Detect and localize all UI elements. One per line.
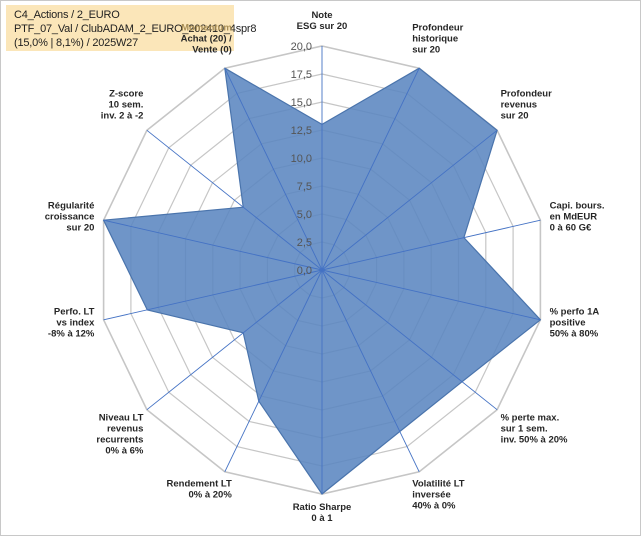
axis-label: Perfo. LT vs index -8% à 12%	[48, 307, 95, 340]
axis-label: Niveau LT revenus recurrents 0% à 6%	[96, 412, 144, 456]
axis-label: Z-score 10 sem. inv. 2 à -2	[101, 89, 144, 122]
axis-label: Rendement LT 0% à 20%	[167, 478, 233, 500]
axis-spoke	[224, 269, 323, 472]
axis-spoke	[321, 68, 420, 271]
tick-label: 17,5	[291, 69, 312, 81]
axis-spoke	[224, 68, 323, 271]
info-line-1: C4_Actions / 2_EURO	[14, 9, 120, 21]
axis-label: Régularité croissance sur 20	[45, 201, 95, 234]
axis-label: % perfo 1A positive 50% à 80%	[550, 307, 600, 340]
axis-spoke	[103, 219, 323, 271]
axis-spoke	[321, 219, 541, 271]
info-box: C4_Actions / 2_EURO PTF_07_Val / ClubADA…	[6, 5, 256, 51]
info-line-3: (15,0% | 8,1%) / 2025W27	[14, 37, 139, 49]
axis-spoke	[146, 129, 323, 271]
tick-label: 12,5	[291, 125, 312, 137]
axis-spoke	[146, 269, 323, 411]
axis-label: Capi. bours. en MdEUR 0 à 60 G€	[550, 201, 605, 234]
axis-label: Profondeur revenus sur 20	[501, 89, 552, 122]
axis-spoke	[321, 269, 541, 321]
axis-label: Ratio Sharpe 0 à 1	[293, 502, 352, 524]
axis-label: Momentum Achat (20) / Vente (0)	[181, 23, 233, 56]
axis-spoke	[321, 269, 420, 472]
axis-label: Volatilité LT inversée 40% à 0%	[412, 478, 465, 511]
axis-spoke	[321, 269, 498, 411]
tick-label: 15,0	[291, 97, 312, 109]
axis-label: Note ESG sur 20	[297, 10, 348, 32]
axis-spoke	[321, 129, 498, 271]
tick-label: 20,0	[291, 41, 312, 53]
axis-spoke	[103, 269, 323, 321]
tick-label: 5,0	[297, 209, 312, 221]
info-line-2: PTF_07_Val / ClubADAM_2_EURO_202410_4spr…	[14, 23, 257, 35]
tick-label: 2,5	[297, 237, 312, 249]
tick-label: 10,0	[291, 153, 312, 165]
tick-label: 7,5	[297, 181, 312, 193]
axis-label: Profondeur historique sur 20	[412, 23, 463, 56]
axis-label: % perte max. sur 1 sem. inv. 50% à 20%	[501, 412, 568, 445]
tick-label: 0,0	[297, 265, 312, 277]
